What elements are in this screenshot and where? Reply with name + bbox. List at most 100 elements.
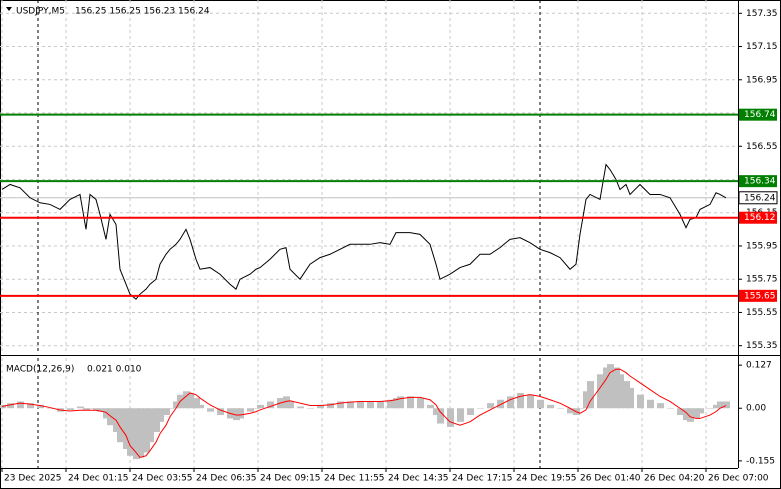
macd-bar: [577, 408, 584, 409]
x-tick-label: 24 Dec 06:35: [196, 474, 257, 484]
macd-bar: [693, 408, 700, 419]
macd-bar: [677, 408, 684, 416]
macd-bar: [547, 404, 554, 409]
macd-bar: [583, 391, 590, 409]
macd-bar: [237, 408, 244, 419]
macd-bar: [393, 398, 400, 409]
macd-bar: [687, 408, 694, 422]
x-tick-label: 26 Dec 07:00: [708, 474, 769, 484]
macd-bar: [557, 408, 564, 409]
macd-bar: [717, 401, 724, 409]
macd-bar: [567, 408, 574, 414]
level-label: 156.12: [744, 213, 776, 223]
level-label-box: [739, 289, 777, 302]
macd-bar: [327, 403, 334, 409]
macd-bar: [497, 399, 504, 409]
macd-bar: [117, 408, 124, 443]
macd-bar: [603, 367, 610, 409]
macd-bar: [683, 408, 690, 421]
macd-bar: [127, 408, 134, 456]
macd-bar: [7, 403, 14, 409]
macd-bar: [143, 408, 150, 453]
x-tick-label: 26 Dec 04:20: [644, 474, 705, 484]
macd-bar: [193, 398, 200, 409]
macd-bar: [77, 406, 84, 409]
macd-bar: [437, 408, 444, 424]
price-line: [1, 163, 727, 300]
macd-bar: [37, 404, 44, 409]
y-tick-label: 155.75: [746, 275, 778, 285]
macd-bar: [197, 404, 204, 409]
x-tick-label: 24 Dec 17:15: [452, 474, 513, 484]
x-tick-label: 24 Dec 19:55: [516, 474, 577, 484]
x-tick-label: 24 Dec 09:15: [260, 474, 321, 484]
macd-bar: [707, 408, 714, 409]
macd-bar: [183, 391, 190, 409]
macd-bar: [307, 408, 314, 409]
macd-bar: [457, 408, 464, 422]
macd-bar: [257, 404, 264, 409]
macd-bar: [607, 364, 614, 409]
macd-bar: [287, 401, 294, 409]
panel-title: MACD(12,26,9): [6, 365, 74, 375]
macd-bar: [623, 381, 630, 409]
x-tick-label: 24 Dec 03:55: [132, 474, 193, 484]
macd-bar: [253, 408, 260, 409]
y-tick-label: 0.00: [746, 404, 766, 414]
macd-bar: [417, 398, 424, 409]
macd-bar: [627, 387, 634, 409]
macd-bar: [133, 408, 140, 460]
y-tick-label: 156.55: [746, 142, 778, 152]
macd-bar: [87, 408, 94, 409]
macd-bar: [153, 408, 160, 433]
macd-bar: [163, 408, 170, 416]
macd-bar: [397, 396, 404, 409]
macd-bar: [377, 401, 384, 409]
macd-bar: [67, 408, 74, 410]
macd-bar: [317, 404, 324, 409]
level-label: 156.34: [744, 177, 776, 187]
macd-bar: [297, 406, 304, 409]
macd-bar: [517, 392, 524, 409]
y-tick-label: 156.95: [746, 75, 778, 85]
y-tick-label: 0.127: [746, 361, 772, 371]
level-label-box: [739, 108, 777, 121]
macd-bar: [283, 396, 290, 409]
macd-bar: [447, 408, 454, 427]
macd-bar: [587, 381, 594, 409]
y-tick-label: 157.15: [746, 42, 778, 52]
macd-bar: [537, 399, 544, 409]
panel-readout: 156.25 156.25 156.23 156.24: [75, 7, 210, 17]
x-tick-label: 26 Dec 01:40: [580, 474, 641, 484]
macd-bar: [123, 408, 130, 449]
macd-bar: [27, 403, 34, 409]
signal-line: [1, 368, 727, 459]
x-tick-label: 24 Dec 11:55: [324, 474, 385, 484]
y-tick-label: 155.35: [746, 341, 778, 351]
macd-bar: [647, 399, 654, 409]
macd-bar: [527, 394, 534, 409]
x-tick-label: 24 Dec 01:15: [68, 474, 129, 484]
macd-bar: [597, 374, 604, 409]
macd-bar: [637, 394, 644, 409]
macd-bar: [267, 401, 274, 409]
last-price-label: 156.24: [744, 193, 776, 203]
macd-bar: [723, 401, 730, 409]
level-label-box: [739, 211, 777, 224]
y-tick-label: 155.55: [746, 308, 778, 318]
macd-bar: [173, 401, 180, 409]
macd-bar: [617, 374, 624, 409]
macd-bar: [147, 408, 154, 443]
macd-bar: [47, 408, 54, 409]
panel-readout: 0.021 0.010: [87, 365, 142, 375]
symbol-marker: [6, 7, 12, 11]
level-label: 155.65: [744, 291, 776, 301]
macd-bar: [187, 392, 194, 409]
macd-bar: [713, 404, 720, 409]
macd-bar: [17, 401, 24, 409]
last-price-box: [738, 191, 778, 205]
macd-bar: [247, 408, 254, 412]
macd-bar: [107, 408, 114, 426]
macd-bar: [467, 408, 474, 416]
